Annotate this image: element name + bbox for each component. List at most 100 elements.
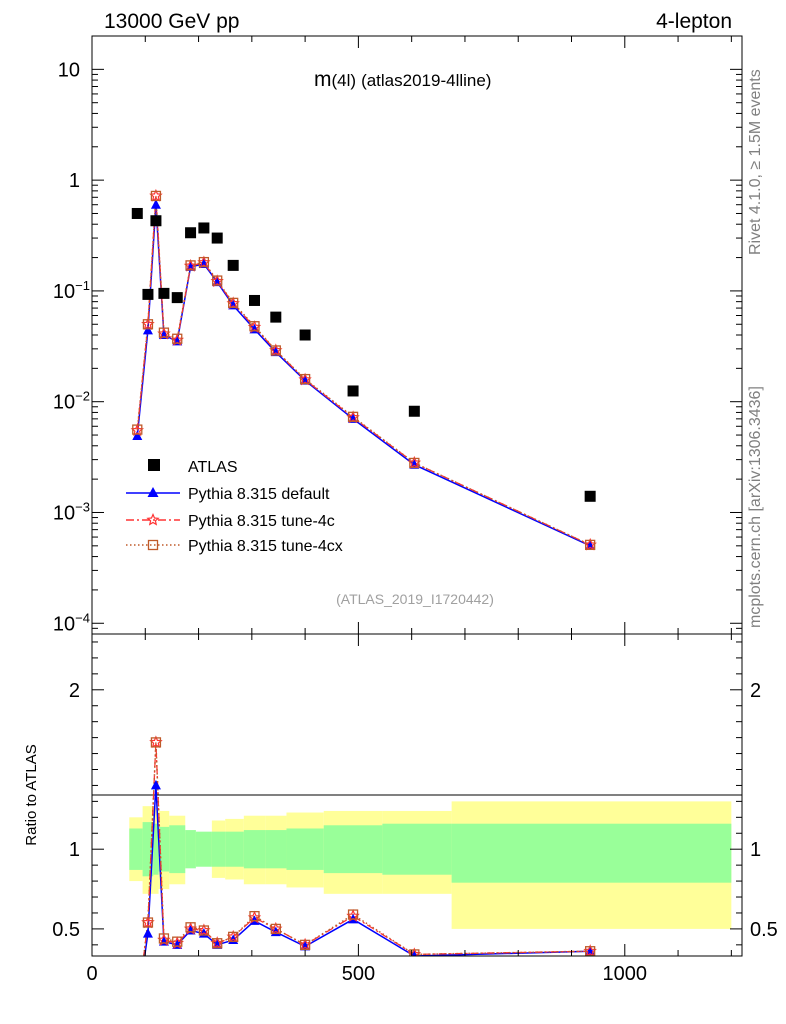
x-tick-label: 0 (86, 963, 97, 985)
main-point-default (150, 199, 161, 209)
ratio-y-tick-label-left: 2 (69, 680, 80, 702)
main-y-tick-label: 10−4 (53, 610, 90, 635)
ratio-y-tick-label-right: 1 (750, 839, 761, 861)
legend-default-marker (147, 487, 159, 497)
main-y-tick-base: 10 (53, 281, 75, 303)
main-point-default (142, 324, 153, 335)
main-point-tune4cx (132, 424, 143, 435)
mcplots-label: mcplots.cern.ch [arXiv:1306.3436] (747, 386, 764, 628)
main-point-tune4cx (158, 327, 170, 338)
legend: ATLAS Pythia 8.315 default Pythia 8.315 … (126, 459, 343, 555)
data-point (347, 385, 359, 397)
x-tick-labels: 0 500 1000 (86, 963, 647, 985)
main-point-tune4cx (270, 345, 281, 356)
main-point-tune4cx (185, 260, 196, 271)
band-stat (211, 831, 226, 867)
data-point (150, 215, 162, 227)
ratio-y-tick-label-left: 0.5 (52, 919, 80, 941)
data-point (299, 329, 311, 341)
main-point-tune4cx (347, 411, 359, 422)
ratio-point-default (150, 779, 161, 790)
rivet-label: Rivet 4.1.0, ≥ 1.5M events (747, 69, 764, 255)
data-point (185, 227, 197, 239)
legend-tune4cx-marker (147, 539, 159, 551)
ratio-point-tune4cx (150, 737, 162, 748)
main-point-tune4cx (299, 373, 311, 385)
main-point-tune4cx (228, 297, 239, 309)
header-left: 13000 GeV pp (104, 10, 239, 33)
data-point (270, 311, 282, 323)
plot-title-prefix: m (314, 68, 332, 91)
data-point (171, 292, 183, 304)
main-point-tune4cx (585, 539, 596, 551)
main-panel: m(4l) (atlas2019-4lline) (ATLAS_2019_I172… (53, 35, 743, 635)
legend-tune4cx-label: Pythia 8.315 tune-4cx (188, 538, 343, 555)
main-y-tick-base: 1 (69, 170, 80, 192)
ratio-y-tick-labels: 0.5 0.5 1 1 2 2 (52, 680, 778, 941)
band-stat (153, 823, 159, 875)
band-stat (382, 823, 452, 875)
legend-data-marker (148, 459, 160, 471)
data-point (211, 232, 223, 244)
main-point-default (132, 430, 143, 441)
ratio-uncertainty-bands (129, 801, 732, 929)
data-point (408, 405, 420, 417)
main-data-group (131, 207, 596, 502)
legend-tune4c-label: Pythia 8.315 tune-4c (188, 513, 335, 530)
band-stat (243, 830, 266, 869)
main-point-tune4cx (172, 333, 183, 344)
data-point (227, 259, 239, 271)
data-point (158, 287, 170, 299)
plot-title: m(4l) (atlas2019-4lline) (314, 68, 491, 91)
main-point-tune4cx (409, 457, 420, 469)
data-point (249, 294, 260, 306)
band-stat (169, 825, 186, 874)
ratio-y-tick-label-right: 2 (750, 680, 761, 702)
ratio-series-group (141, 735, 597, 956)
ratio-point-tune4cx (185, 922, 196, 933)
main-y-tick-label: 10−2 (53, 389, 90, 414)
main-y-tick-label: 10 (58, 59, 80, 81)
data-point (584, 490, 596, 502)
ratio-frame (91, 633, 743, 957)
plot-title-rest: (atlas2019-4lline) (361, 71, 491, 90)
legend-default-label: Pythia 8.315 default (188, 486, 330, 503)
ratio-point-tune4cx (198, 925, 210, 936)
main-point-tune4cx (142, 319, 154, 330)
data-point (198, 222, 210, 234)
band-stat (185, 830, 196, 869)
ratio-point-tune4cx (158, 933, 170, 944)
data-point (142, 288, 154, 300)
band-stat (158, 826, 170, 872)
main-y-tick-base: 10 (53, 502, 75, 524)
band-stat (451, 823, 732, 883)
band-stat (142, 822, 154, 877)
band-stat (225, 831, 244, 867)
ratio-point-tune4cx (142, 917, 154, 928)
main-y-tick-label: 10−3 (53, 499, 90, 524)
main-y-tick-label: 1 (69, 170, 80, 192)
ratio-point-tune4cx (299, 939, 311, 950)
ratio-y-axis-label: Ratio to ATLAS (23, 744, 40, 845)
x-tick-label: 1000 (603, 963, 648, 985)
band-stat (195, 831, 212, 867)
main-y-tick-base: 10 (53, 392, 75, 414)
ratio-point-tune4cx (347, 909, 359, 920)
plot-title-paren: (4l) (332, 71, 357, 90)
ratio-y-tick-label-left: 1 (69, 839, 80, 861)
band-stat (265, 830, 287, 869)
ratio-point-tune4cx (172, 936, 183, 947)
main-point-tune4cx (198, 256, 210, 268)
legend-data-label: ATLAS (188, 459, 238, 476)
main-y-tick-base: 10 (58, 59, 80, 81)
main-y-tick-exponent: −3 (75, 499, 90, 514)
main-axis-ticks (91, 35, 742, 635)
ratio-point-default (142, 928, 153, 938)
main-y-tick-base: 10 (53, 613, 75, 635)
watermark: (ATLAS_2019_I1720442) (336, 591, 494, 607)
ratio-point-default (411, 950, 418, 956)
main-point-tune4cx (212, 275, 223, 286)
main-point-tune4cx (150, 190, 162, 202)
